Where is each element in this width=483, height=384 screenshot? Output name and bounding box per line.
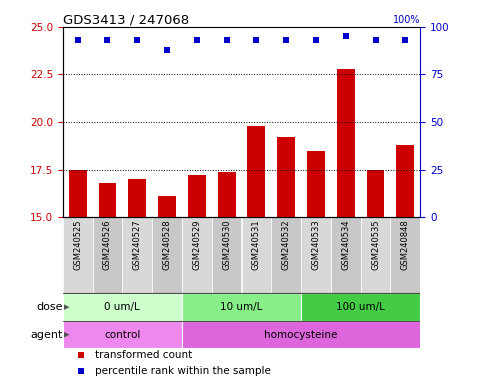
Bar: [99, 183, 116, 217]
Text: GSM240532: GSM240532: [282, 220, 291, 270]
Bar: [390, 217, 420, 293]
Text: GSM240527: GSM240527: [133, 220, 142, 270]
Text: 10 um/L: 10 um/L: [220, 302, 263, 312]
Point: [163, 46, 171, 53]
Point: [342, 33, 350, 40]
Text: control: control: [104, 330, 141, 340]
Text: percentile rank within the sample: percentile rank within the sample: [95, 366, 271, 376]
Bar: [182, 293, 301, 321]
Text: 0 um/L: 0 um/L: [104, 302, 140, 312]
Bar: [128, 179, 146, 217]
Text: GSM240528: GSM240528: [163, 220, 171, 270]
Text: GSM240525: GSM240525: [73, 220, 82, 270]
Point: [193, 37, 201, 43]
Text: homocysteine: homocysteine: [264, 330, 338, 340]
Bar: [152, 217, 182, 293]
Bar: [242, 217, 271, 293]
Text: GSM240533: GSM240533: [312, 220, 320, 270]
Bar: [367, 170, 384, 217]
Bar: [218, 172, 236, 217]
Point: [372, 37, 380, 43]
Text: GDS3413 / 247068: GDS3413 / 247068: [63, 14, 189, 27]
Text: GSM240529: GSM240529: [192, 220, 201, 270]
Bar: [63, 217, 93, 293]
Bar: [277, 137, 295, 217]
Bar: [69, 170, 86, 217]
Point: [282, 37, 290, 43]
Text: transformed count: transformed count: [95, 350, 192, 360]
Bar: [307, 151, 325, 217]
Bar: [63, 293, 182, 321]
Text: GSM240530: GSM240530: [222, 220, 231, 270]
Bar: [361, 217, 390, 293]
Bar: [188, 175, 206, 217]
Point: [133, 37, 141, 43]
Bar: [301, 217, 331, 293]
Text: agent: agent: [30, 330, 63, 340]
Bar: [182, 217, 212, 293]
Bar: [212, 217, 242, 293]
Bar: [63, 321, 182, 348]
Bar: [158, 196, 176, 217]
Bar: [122, 217, 152, 293]
Bar: [271, 217, 301, 293]
Text: GSM240535: GSM240535: [371, 220, 380, 270]
Point: [401, 37, 409, 43]
Bar: [397, 145, 414, 217]
Point: [223, 37, 230, 43]
Text: GSM240526: GSM240526: [103, 220, 112, 270]
Point: [74, 37, 82, 43]
Text: GSM240848: GSM240848: [401, 220, 410, 270]
Point: [104, 37, 112, 43]
Text: dose: dose: [36, 302, 63, 312]
Bar: [93, 217, 122, 293]
Text: GSM240534: GSM240534: [341, 220, 350, 270]
Bar: [331, 217, 361, 293]
Bar: [182, 321, 420, 348]
Text: 100%: 100%: [393, 15, 420, 25]
Text: 100 um/L: 100 um/L: [336, 302, 385, 312]
Point: [312, 37, 320, 43]
Point: [253, 37, 260, 43]
Text: GSM240531: GSM240531: [252, 220, 261, 270]
Bar: [247, 126, 265, 217]
Bar: [301, 293, 420, 321]
Bar: [337, 69, 355, 217]
